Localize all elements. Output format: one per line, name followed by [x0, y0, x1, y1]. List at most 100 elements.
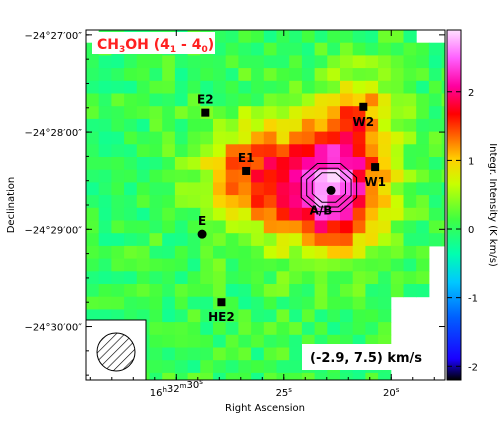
- map-pixel: [301, 118, 316, 133]
- map-pixel: [263, 296, 277, 310]
- map-pixel: [238, 42, 252, 56]
- map-pixel: [225, 245, 239, 260]
- map-pixel: [416, 118, 430, 133]
- map-pixel: [340, 131, 354, 145]
- map-pixel: [111, 245, 125, 260]
- map-pixel: [365, 169, 379, 183]
- map-pixel: [174, 182, 189, 196]
- map-pixel: [403, 68, 417, 82]
- map-pixel: [238, 245, 252, 260]
- map-pixel: [327, 195, 341, 209]
- map-pixel: [162, 207, 176, 221]
- map-pixel: [340, 322, 354, 336]
- map-pixel: [390, 182, 404, 196]
- map-pixel: [149, 55, 163, 69]
- map-pixel: [416, 144, 430, 158]
- map-pixel: [213, 360, 227, 374]
- map-pixel: [136, 233, 150, 247]
- map-pixel: [301, 245, 316, 260]
- map-pixel: [352, 271, 366, 285]
- map-pixel: [301, 284, 316, 298]
- source-marker-e: [197, 229, 207, 239]
- map-pixel: [365, 245, 379, 260]
- map-pixel: [225, 157, 239, 171]
- map-pixel: [225, 296, 239, 310]
- map-pixel: [213, 284, 227, 298]
- map-pixel: [403, 30, 417, 44]
- map-pixel: [301, 55, 316, 69]
- map-pixel: [314, 42, 328, 56]
- map-pixel: [174, 271, 189, 285]
- map-pixel: [301, 271, 316, 285]
- map-pixel: [276, 284, 290, 298]
- map-pixel: [124, 296, 138, 310]
- map-pixel: [213, 169, 227, 183]
- map-pixel: [390, 93, 404, 107]
- map-pixel: [289, 195, 303, 209]
- map-pixel: [365, 309, 379, 323]
- map-pixel: [263, 68, 277, 82]
- map-pixel: [86, 55, 100, 69]
- map-pixel: [251, 220, 265, 234]
- map-pixel: [365, 271, 379, 285]
- source-label-e2: E2: [197, 93, 214, 107]
- map-pixel: [289, 106, 303, 120]
- map-pixel: [263, 118, 277, 133]
- map-pixel: [174, 207, 189, 221]
- map-pixel: [276, 233, 290, 247]
- velocity-range-label: (-2.9, 7.5) km/s: [310, 351, 422, 366]
- map-pixel: [225, 144, 239, 158]
- map-pixel: [441, 182, 445, 196]
- map-pixel: [86, 195, 100, 209]
- map-pixel: [225, 118, 239, 133]
- map-pixel: [251, 334, 265, 348]
- source-label-w1: W1: [364, 175, 386, 189]
- map-pixel: [200, 347, 214, 361]
- map-pixel: [441, 144, 445, 158]
- map-pixel: [403, 245, 417, 260]
- map-pixel: [238, 93, 252, 107]
- map-pixel: [136, 157, 150, 171]
- map-pixel: [213, 195, 227, 209]
- map-pixel: [276, 207, 290, 221]
- map-pixel: [174, 233, 189, 247]
- map-pixel: [149, 80, 163, 94]
- map-pixel: [340, 245, 354, 260]
- map-pixel: [327, 271, 341, 285]
- map-pixel: [162, 347, 176, 361]
- map-pixel: [352, 233, 366, 247]
- map-pixel: [390, 284, 404, 298]
- map-pixel: [340, 296, 354, 310]
- map-pixel: [352, 220, 366, 234]
- map-pixel: [327, 309, 341, 323]
- map-pixel: [378, 233, 392, 247]
- map-pixel: [340, 93, 354, 107]
- source-marker-ab: [326, 185, 336, 195]
- map-pixel: [136, 131, 150, 145]
- map-pixel: [314, 309, 328, 323]
- map-pixel: [340, 106, 354, 120]
- source-label-he2: HE2: [208, 310, 235, 324]
- map-pixel: [378, 284, 392, 298]
- map-pixel: [200, 334, 214, 348]
- map-pixel: [111, 131, 125, 145]
- map-pixel: [136, 258, 150, 272]
- map-pixel: [289, 80, 303, 94]
- map-pixel: [86, 233, 100, 247]
- map-pixel: [416, 93, 430, 107]
- map-pixel: [314, 169, 328, 183]
- map-pixel: [213, 258, 227, 272]
- map-pixel: [149, 360, 163, 374]
- map-pixel: [289, 284, 303, 298]
- map-pixel: [213, 372, 227, 380]
- map-pixel: [428, 106, 443, 120]
- map-pixel: [327, 220, 341, 234]
- map-pixel: [390, 220, 404, 234]
- map-pixel: [162, 144, 176, 158]
- map-pixel: [174, 157, 189, 171]
- map-pixel: [340, 220, 354, 234]
- map-pixel: [390, 30, 404, 44]
- map-pixel: [124, 182, 138, 196]
- map-pixel: [428, 157, 443, 171]
- map-pixel: [124, 220, 138, 234]
